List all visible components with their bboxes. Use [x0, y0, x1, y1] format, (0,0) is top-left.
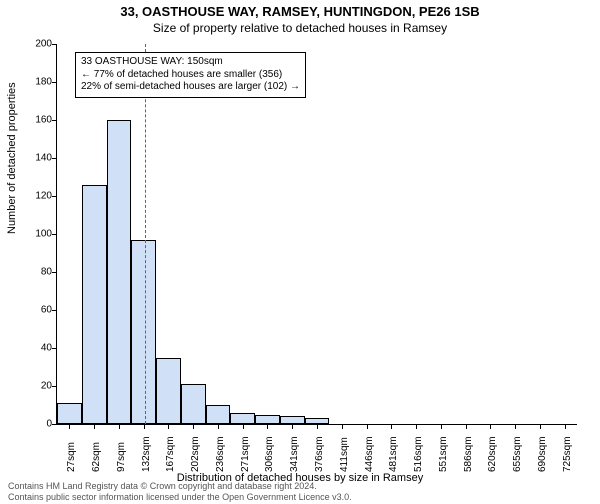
- y-tick-label: 40: [12, 343, 52, 354]
- x-tick-mark: [466, 424, 467, 429]
- histogram-bar: [107, 120, 132, 424]
- y-tick-mark: [52, 386, 57, 387]
- histogram-bar: [255, 415, 280, 425]
- y-tick-label: 140: [12, 153, 52, 164]
- y-tick-label: 0: [12, 419, 52, 430]
- callout-box: 33 OASTHOUSE WAY: 150sqm← 77% of detache…: [75, 52, 306, 98]
- plot-area: 02040608010012014016018020027sqm62sqm97s…: [56, 44, 577, 425]
- y-tick-mark: [52, 120, 57, 121]
- y-tick-label: 60: [12, 305, 52, 316]
- y-tick-label: 180: [12, 77, 52, 88]
- x-tick-mark: [94, 424, 95, 429]
- y-tick-mark: [52, 272, 57, 273]
- x-tick-mark: [243, 424, 244, 429]
- histogram-bar: [156, 358, 181, 425]
- x-tick-mark: [391, 424, 392, 429]
- x-tick-mark: [565, 424, 566, 429]
- chart-title-main: 33, OASTHOUSE WAY, RAMSEY, HUNTINGDON, P…: [0, 4, 600, 19]
- y-tick-mark: [52, 82, 57, 83]
- x-tick-mark: [416, 424, 417, 429]
- x-tick-mark: [342, 424, 343, 429]
- y-tick-mark: [52, 158, 57, 159]
- y-tick-mark: [52, 348, 57, 349]
- callout-line-1: 33 OASTHOUSE WAY: 150sqm: [81, 56, 300, 69]
- y-tick-label: 100: [12, 229, 52, 240]
- callout-line-2: ← 77% of detached houses are smaller (35…: [81, 69, 300, 82]
- x-tick-mark: [193, 424, 194, 429]
- y-tick-mark: [52, 196, 57, 197]
- x-tick-mark: [367, 424, 368, 429]
- y-tick-label: 200: [12, 39, 52, 50]
- y-tick-label: 80: [12, 267, 52, 278]
- histogram-bar: [280, 416, 305, 424]
- callout-line-3: 22% of semi-detached houses are larger (…: [81, 81, 300, 94]
- histogram-bar: [82, 185, 107, 424]
- x-tick-mark: [144, 424, 145, 429]
- x-tick-mark: [168, 424, 169, 429]
- attribution-line-1: Contains HM Land Registry data © Crown c…: [8, 481, 352, 491]
- chart-title-sub: Size of property relative to detached ho…: [0, 21, 600, 35]
- attribution-line-2: Contains public sector information licen…: [8, 492, 352, 502]
- x-tick-mark: [317, 424, 318, 429]
- y-tick-mark: [52, 310, 57, 311]
- y-tick-mark: [52, 424, 57, 425]
- attribution-text: Contains HM Land Registry data © Crown c…: [8, 481, 352, 502]
- y-tick-label: 160: [12, 115, 52, 126]
- histogram-bar: [230, 413, 255, 424]
- histogram-bar: [181, 384, 206, 424]
- x-tick-mark: [441, 424, 442, 429]
- reference-line: [145, 44, 146, 424]
- y-axis-label: Number of detached properties: [6, 82, 18, 234]
- x-tick-mark: [292, 424, 293, 429]
- histogram-bar: [131, 240, 156, 424]
- x-tick-mark: [490, 424, 491, 429]
- histogram-bar: [206, 405, 231, 424]
- x-tick-mark: [515, 424, 516, 429]
- chart-container: 02040608010012014016018020027sqm62sqm97s…: [56, 44, 576, 444]
- x-tick-mark: [218, 424, 219, 429]
- y-tick-mark: [52, 44, 57, 45]
- histogram-bar: [57, 403, 82, 424]
- y-tick-label: 120: [12, 191, 52, 202]
- x-tick-mark: [267, 424, 268, 429]
- x-tick-mark: [69, 424, 70, 429]
- y-tick-label: 20: [12, 381, 52, 392]
- x-tick-mark: [119, 424, 120, 429]
- x-tick-mark: [540, 424, 541, 429]
- y-tick-mark: [52, 234, 57, 235]
